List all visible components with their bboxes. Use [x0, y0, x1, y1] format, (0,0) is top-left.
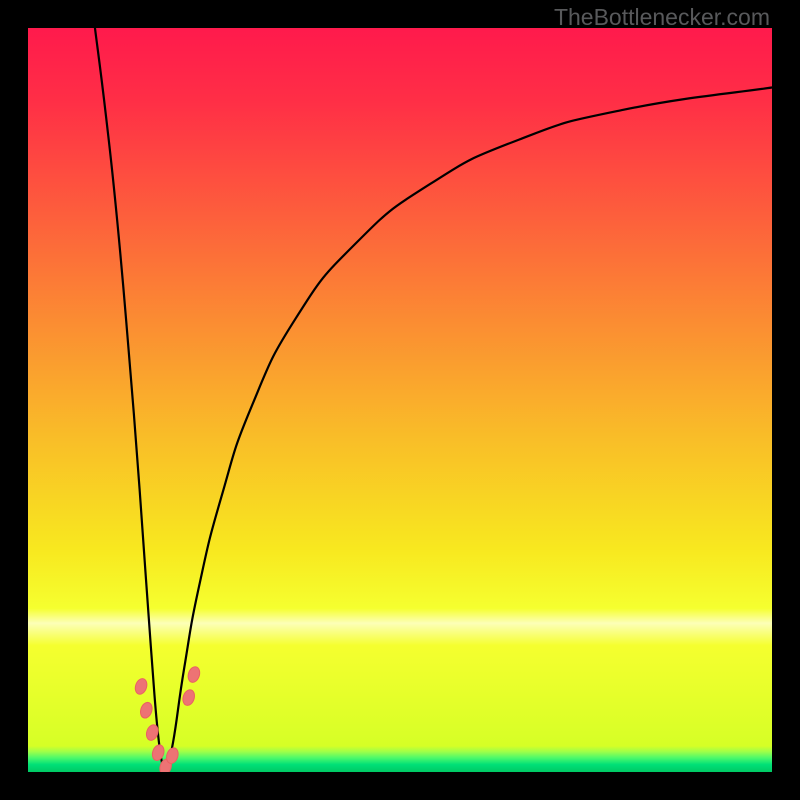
- watermark-text: TheBottlenecker.com: [554, 4, 770, 31]
- plot-area: [28, 28, 772, 772]
- chart-frame: [28, 28, 772, 772]
- gradient-background: [28, 28, 772, 772]
- chart-svg: [28, 28, 772, 772]
